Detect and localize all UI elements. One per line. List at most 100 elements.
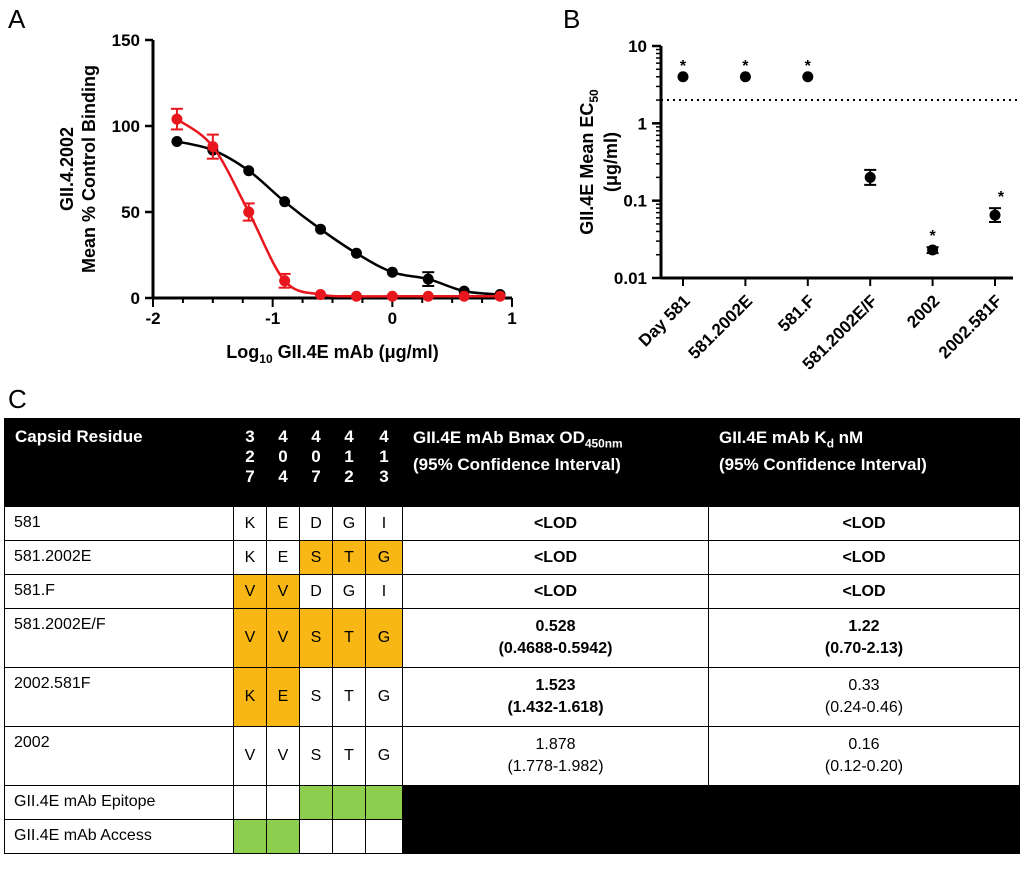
y-tick-label: 150	[112, 31, 140, 50]
residue-cell: D	[299, 574, 333, 609]
access-cell	[365, 819, 403, 854]
kd-cell: <LOD	[708, 506, 1020, 541]
kd-cell-ci: (0.24-0.46)	[824, 699, 904, 716]
kd-cell-value: <LOD	[842, 582, 886, 600]
y-tick-label: 1	[638, 114, 647, 133]
residue-cell: V	[233, 608, 267, 668]
kd-cell: 0.33 (0.24-0.46)	[708, 667, 1020, 727]
bmax-cell: 1.878 (1.778-1.982)	[402, 726, 709, 786]
data-point	[315, 289, 327, 301]
x-tick-label: -2	[145, 309, 160, 328]
residue-cell: G	[365, 667, 403, 727]
capsid-name: 581.2002E	[4, 540, 234, 575]
residue-cell: D	[299, 506, 333, 541]
residue-cell: V	[266, 726, 300, 786]
kd-cell-value: <LOD	[842, 514, 886, 532]
bmax-cell: <LOD	[402, 574, 709, 609]
residue-cell: E	[266, 540, 300, 575]
panel-letter-c: C	[8, 384, 27, 414]
bmax-cell-ci: (0.4688-0.5942)	[498, 640, 613, 657]
bmax-cell-value: <LOD	[533, 548, 578, 566]
x-tick-label: 2002	[903, 291, 943, 331]
kd-cell-ci: (0.12-0.20)	[824, 758, 904, 775]
y-tick-label: 100	[112, 117, 140, 136]
residue-cell: V	[266, 574, 300, 609]
y-tick-label: 0.01	[614, 269, 647, 288]
data-point	[207, 141, 219, 153]
capsid-name: 581	[4, 506, 234, 541]
table-row: GII.4E mAb Epitope	[4, 785, 1020, 854]
kd-cell-value: <LOD	[842, 548, 886, 566]
x-axis-label: Log10 GII.4E mAb (μg/ml)	[226, 342, 438, 366]
significance-mark: *	[998, 189, 1005, 206]
panel-letter-a: A	[8, 4, 26, 34]
residue-cell: T	[332, 540, 366, 575]
capsid-name: 581.2002E/F	[4, 608, 234, 668]
residue-cell: K	[233, 667, 267, 727]
bmax-cell: 1.523 (1.432-1.618)	[402, 667, 709, 727]
residue-cell: T	[332, 667, 366, 727]
epitope-cell	[332, 785, 366, 820]
residue-cell: G	[332, 574, 366, 609]
epitope-cell	[299, 785, 333, 820]
y-axis-label: GII.4E Mean EC50	[577, 89, 601, 235]
series-line	[176, 140, 501, 296]
data-point	[494, 290, 506, 302]
kd-cell: 0.16 (0.12-0.20)	[708, 726, 1020, 786]
epitope-label: GII.4E mAb Epitope	[4, 785, 234, 820]
x-tick-label: Day 581	[635, 291, 694, 350]
chart-b: 0.01 0.1 1 10 GII.4E Mean EC50(μg/ml) Day 581…	[577, 37, 1021, 374]
residue-cell: V	[233, 574, 267, 609]
data-point	[386, 290, 398, 302]
significance-mark: *	[929, 228, 936, 245]
residue-cell: G	[365, 726, 403, 786]
data-point	[243, 206, 255, 218]
access-cell	[299, 819, 333, 854]
data-point	[989, 209, 1001, 221]
bmax-cell-ci: (1.432-1.618)	[507, 699, 604, 716]
kd-cell: <LOD	[708, 540, 1020, 575]
x-tick-label: -1	[265, 309, 280, 328]
residue-cell: I	[365, 506, 403, 541]
table-row: 2002 V V S T G 1.878 (1.778-1.982) 0.16 (0.12-0.2…	[4, 726, 1020, 786]
data-point	[422, 273, 434, 285]
table-row: 581.2002E K E S T G <LOD <LOD	[4, 540, 1020, 575]
y-axis-label: GII.4.2002	[57, 127, 77, 211]
data-point	[739, 71, 751, 83]
bmax-cell-value: 1.878	[535, 736, 576, 753]
header-kd: GII.4E mAb Kd nM (95% Confidence Interva…	[708, 418, 1020, 507]
residue-cell: S	[299, 608, 333, 668]
y-tick-label: 50	[121, 203, 140, 222]
bmax-cell-value: 0.528	[535, 618, 576, 635]
data-point	[279, 196, 291, 208]
data-point	[279, 275, 291, 287]
y-axis-label: (μg/ml)	[601, 132, 621, 192]
epitope-cell	[233, 785, 267, 820]
table-row: 581.2002E/F V V S T G 0.528 (0.4688-0.5942) 1.22…	[4, 608, 1020, 668]
residue-cell: G	[365, 540, 403, 575]
significance-mark: *	[680, 58, 687, 75]
residue-cell: K	[233, 506, 267, 541]
bmax-cell-value: <LOD	[533, 582, 578, 600]
kd-cell-value: 0.33	[848, 677, 880, 694]
significance-mark: *	[805, 58, 812, 75]
significance-mark: *	[742, 58, 749, 75]
access-cell	[266, 819, 300, 854]
residue-cell: V	[266, 608, 300, 668]
x-tick-label: 0	[388, 309, 397, 328]
x-tick-label: 1	[507, 309, 516, 328]
capsid-name: 2002.581F	[4, 667, 234, 727]
bmax-cell: 0.528 (0.4688-0.5942)	[402, 608, 709, 668]
epitope-cell	[365, 785, 403, 820]
epitope-cell	[266, 785, 300, 820]
data-point	[350, 290, 362, 302]
residue-cell: T	[332, 608, 366, 668]
y-tick-label: 0	[131, 289, 140, 308]
kd-cell-value: 0.16	[848, 736, 880, 753]
kd-cell-ci: (0.70-2.13)	[824, 640, 904, 657]
